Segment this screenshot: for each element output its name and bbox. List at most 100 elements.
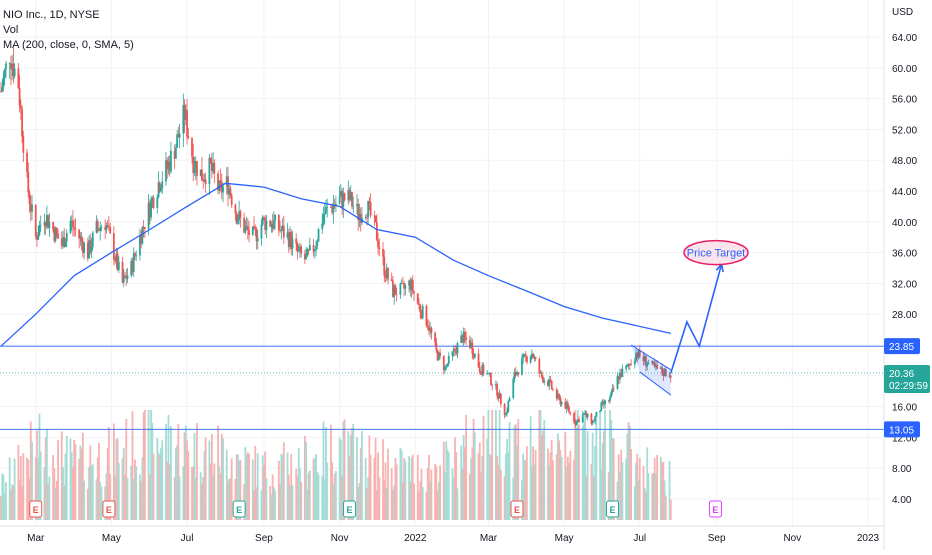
candle-body (239, 211, 242, 218)
volume-bar (99, 482, 102, 520)
candle-body (60, 238, 63, 246)
volume-bar (542, 430, 544, 520)
volume-bar (213, 463, 216, 520)
candle-body (604, 400, 606, 405)
x-axis: Mar May Jul Sep Nov 2022 Mar May Jul Sep Nov 2023 (0, 525, 884, 544)
candle-body (451, 351, 454, 356)
volume-bar (218, 466, 221, 520)
candle-body (392, 280, 394, 297)
volume-bar (297, 448, 300, 520)
candle-body (404, 285, 407, 289)
volume-bar (356, 437, 358, 520)
volume-bar (361, 431, 363, 520)
volume-bar (504, 453, 507, 520)
volume-bar (98, 442, 100, 520)
currency-label: USD (892, 7, 913, 18)
legend-symbol[interactable]: NIO Inc., 1D, NYSE (3, 9, 100, 21)
volume-bar (264, 451, 267, 520)
volume-bar (209, 463, 212, 520)
candle-body (651, 361, 654, 363)
volume-bar (217, 425, 219, 520)
legend-volume[interactable]: Vol (3, 24, 19, 36)
volume-bar (430, 469, 433, 520)
volume-bar (148, 474, 151, 520)
volume-bar (357, 486, 360, 520)
volume-bar (621, 462, 624, 520)
candle-body (63, 237, 66, 247)
volume-bar (359, 447, 362, 520)
volume-bar (157, 452, 160, 520)
candle-body (1, 87, 4, 92)
volume-bar (575, 427, 578, 520)
volume-bar (178, 476, 181, 520)
volume-bar (656, 454, 659, 520)
candle-body (45, 215, 48, 227)
volume-bar (604, 410, 606, 520)
price-target-annotation[interactable]: Price Target (683, 239, 749, 266)
candle-body (98, 228, 100, 231)
candle-body (36, 236, 38, 240)
candle-body (401, 283, 404, 284)
candle-body (409, 280, 412, 290)
candle-body (151, 197, 154, 201)
candle-body (463, 331, 466, 338)
volume-bar (498, 410, 501, 520)
volume-bar (655, 473, 657, 520)
volume-bar (170, 426, 172, 520)
level-badge (884, 338, 920, 355)
candle-body (279, 230, 281, 231)
volume-bar (10, 489, 12, 520)
volume-bar (434, 464, 437, 520)
candle-body (496, 384, 499, 396)
candle-body (550, 380, 553, 389)
y-tick-label: 12.00 (892, 433, 917, 444)
y-axis: USD 4.008.0012.0016.0020.0024.0028.0032.… (883, 0, 917, 550)
volume-bar (664, 495, 667, 520)
candle-body (176, 134, 179, 148)
x-tick-label: Mar (480, 533, 498, 544)
candle-body (508, 397, 511, 402)
volume-bar (105, 473, 108, 520)
candle-body (183, 104, 186, 120)
volume-bar (652, 473, 655, 520)
volume-bar (303, 435, 306, 520)
candle-body (349, 192, 352, 200)
volume-bar (446, 449, 449, 520)
candle-body (126, 275, 129, 279)
legend-ma[interactable]: MA (200, close, 0, SMA, 5) (3, 39, 134, 51)
volume-bar (251, 459, 254, 520)
volume-bar (229, 478, 232, 520)
candle-body (243, 217, 246, 233)
volume-bar (121, 458, 124, 520)
candle-body (616, 376, 619, 389)
volume-bar (36, 430, 38, 520)
volume-bar (601, 443, 604, 520)
candle-body (534, 357, 537, 360)
candle-body (271, 223, 274, 229)
candle-body (512, 379, 515, 398)
volume-bar (325, 427, 327, 520)
candle-body (522, 354, 525, 359)
volume-bar (387, 448, 389, 520)
candle-body (256, 238, 259, 242)
volume-bar (341, 475, 343, 520)
candle-body (564, 401, 567, 409)
volume-bar (125, 418, 128, 520)
volume-bar (566, 456, 569, 520)
volume-bar (183, 432, 186, 520)
volume-bar (529, 416, 532, 520)
volume-bar (647, 473, 650, 520)
volume-bar (584, 410, 587, 520)
candle-body (90, 246, 93, 253)
volume-bar (480, 472, 482, 520)
volume-bar (151, 422, 154, 520)
candle-body (219, 180, 222, 183)
price-target-ellipse[interactable] (683, 239, 749, 266)
candle-body (8, 63, 11, 65)
volume-bar (81, 432, 84, 520)
candle-body (416, 293, 419, 304)
candle-body (347, 190, 350, 201)
candle-body (395, 294, 398, 296)
candle-body (89, 240, 92, 253)
candle-body (281, 225, 284, 231)
